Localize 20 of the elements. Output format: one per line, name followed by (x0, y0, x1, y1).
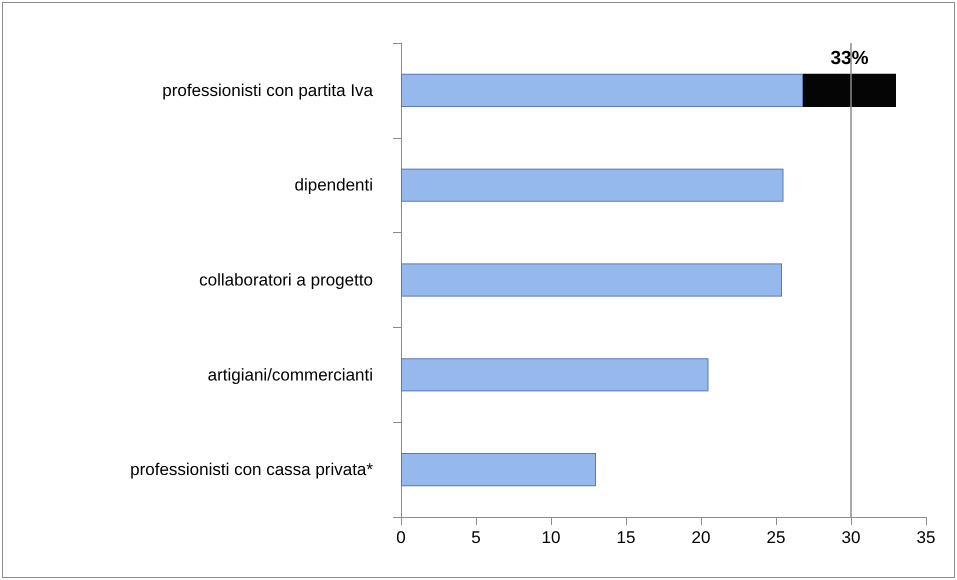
bar (401, 453, 596, 486)
bar (401, 358, 708, 392)
y-tick-label: artigiani/commercianti (208, 365, 373, 384)
x-tick-label: 5 (471, 528, 481, 547)
bar (401, 168, 784, 202)
x-tick-label: 35 (916, 528, 936, 547)
x-tick-label: 0 (396, 528, 406, 547)
y-tick-label: dipendenti (294, 176, 373, 195)
x-tick-label: 30 (842, 528, 860, 547)
x-tick-label: 20 (692, 528, 710, 547)
bar (401, 74, 803, 107)
x-tick-label: 10 (542, 528, 560, 547)
x-tick-label: 25 (766, 528, 786, 547)
y-tick-label: professionisti con partita Iva (162, 80, 374, 100)
y-tick-label: collaboratori a progetto (199, 270, 373, 290)
bar (401, 263, 782, 297)
total-label: 33% (830, 48, 869, 69)
bar (803, 74, 896, 107)
x-tick-label: 15 (616, 528, 636, 547)
y-tick-label: professionisti con cassa privata* (130, 460, 374, 480)
